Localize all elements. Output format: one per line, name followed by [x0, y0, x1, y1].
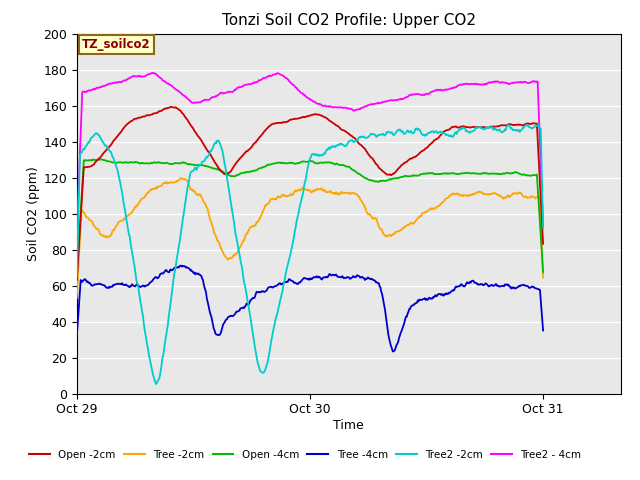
X-axis label: Time: Time — [333, 419, 364, 432]
Text: TZ_soilco2: TZ_soilco2 — [82, 38, 151, 51]
Y-axis label: Soil CO2 (ppm): Soil CO2 (ppm) — [28, 166, 40, 261]
Title: Tonzi Soil CO2 Profile: Upper CO2: Tonzi Soil CO2 Profile: Upper CO2 — [222, 13, 476, 28]
Legend: Open -2cm, Tree -2cm, Open -4cm, Tree -4cm, Tree2 -2cm, Tree2 - 4cm: Open -2cm, Tree -2cm, Open -4cm, Tree -4… — [25, 445, 586, 464]
